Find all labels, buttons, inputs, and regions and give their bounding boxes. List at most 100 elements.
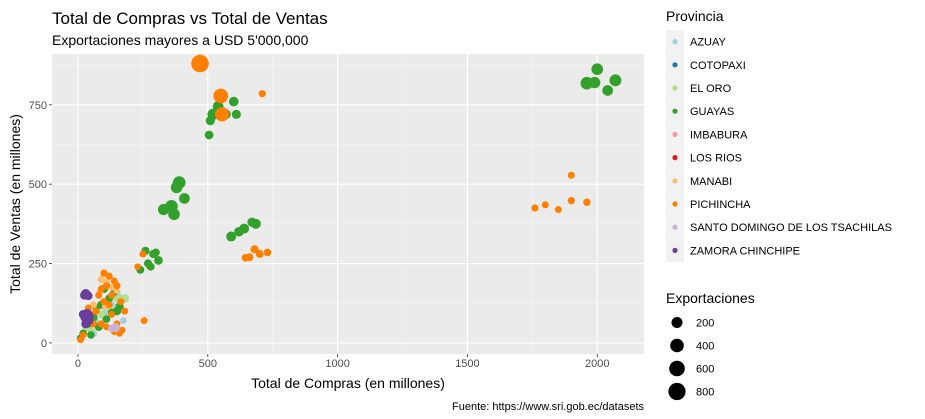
data-point [108, 291, 116, 299]
y-tick-label: 500 [29, 179, 47, 191]
data-point [100, 269, 108, 277]
data-point [179, 193, 190, 204]
data-point [105, 301, 113, 309]
chart-subtitle: Exportaciones mayores a USD 5'000,000 [52, 32, 309, 48]
data-point [120, 317, 127, 325]
x-tick-label: 0 [75, 358, 81, 370]
data-point [609, 74, 622, 87]
data-point [85, 311, 94, 321]
major-grid [52, 54, 644, 354]
legend-key-swatch [672, 201, 678, 207]
data-point [78, 309, 88, 319]
size-legend-key [670, 338, 684, 353]
legend-key-swatch [672, 62, 678, 68]
x-tick-label: 1000 [325, 358, 349, 370]
data-point [589, 76, 601, 89]
legend-key-swatch [672, 85, 678, 91]
data-point [84, 291, 93, 301]
y-axis-title: Total de Ventas (en millones) [7, 114, 23, 294]
data-point [97, 320, 105, 328]
x-tick-label: 1500 [455, 358, 479, 370]
legend-key-swatch [672, 178, 678, 184]
color-legend: AZUAY COTOPAXI EL ORO GUAYAS IMBABURA LOS RIO… [666, 30, 892, 262]
x-axis-title: Total de Compras (en millones) [251, 375, 445, 391]
y-tick-label: 250 [29, 259, 47, 271]
y-tick-label: 0 [41, 338, 47, 350]
data-point [157, 203, 170, 216]
legend-key-swatch [672, 108, 678, 114]
size-legend-key [671, 316, 683, 329]
data-point [102, 315, 111, 323]
legend-label: SANTO DOMINGO DE LOS TSACHILAS [690, 222, 892, 234]
data-points [76, 54, 622, 344]
size-legend-title: Exportaciones [666, 290, 755, 306]
data-point [92, 307, 100, 315]
data-point [250, 245, 259, 254]
data-point [215, 107, 230, 122]
y-tick-label: 750 [29, 100, 47, 112]
data-point [113, 282, 121, 290]
data-point [531, 204, 539, 212]
data-point [107, 324, 116, 333]
data-point [154, 255, 163, 265]
legend-key-swatch [672, 224, 678, 230]
legend-label: IMBABURA [690, 129, 748, 141]
legend-label: GUAYAS [690, 106, 734, 118]
data-point [100, 298, 108, 306]
plot-panel [52, 54, 644, 354]
legend-label: LOS RIOS [690, 153, 742, 165]
data-point [95, 291, 103, 299]
data-point [108, 310, 116, 318]
data-point [139, 250, 147, 258]
legend-label: COTOPAXI [690, 60, 746, 72]
data-point [170, 181, 183, 194]
data-point [204, 130, 214, 140]
data-point [146, 262, 155, 271]
y-axis-ticks: 0 250 500 750 [29, 100, 52, 350]
legend-key-swatch [672, 247, 678, 253]
data-point [591, 63, 604, 76]
data-point [97, 285, 105, 293]
data-point [567, 197, 575, 205]
size-legend-key [668, 382, 686, 401]
size-legend-label: 200 [696, 318, 714, 330]
size-legend-label: 600 [696, 364, 714, 376]
data-point [541, 201, 549, 209]
color-legend-title: Provincia [666, 8, 724, 24]
data-point [231, 109, 241, 119]
data-point [263, 248, 272, 257]
data-point [247, 217, 257, 227]
data-point [567, 171, 575, 179]
data-point [602, 85, 614, 96]
data-point [554, 206, 562, 214]
x-axis-ticks: 0 500 1000 1500 2000 [75, 354, 610, 370]
x-tick-label: 500 [199, 358, 217, 370]
source-caption: Fuente: https://www.sri.gob.ec/datasets [452, 401, 644, 413]
legend-key-swatch [672, 155, 678, 161]
data-point [77, 336, 84, 344]
data-point [103, 282, 111, 290]
data-point [255, 250, 264, 258]
legend-label: PICHINCHA [690, 199, 751, 211]
data-point [87, 331, 95, 339]
data-point [97, 275, 105, 284]
minor-grid [52, 54, 644, 354]
data-point [134, 263, 142, 271]
data-point [90, 301, 98, 309]
data-point [258, 90, 266, 98]
data-point [121, 307, 129, 315]
legend-key-swatch [672, 39, 678, 45]
x-tick-label: 2000 [585, 358, 609, 370]
size-legend-label: 400 [696, 341, 714, 353]
size-legend: 200 400 600 800 [668, 316, 714, 401]
chart-title: Total de Compras vs Total de Ventas [52, 9, 328, 28]
data-point [191, 54, 209, 73]
legend-label: EL ORO [690, 83, 732, 95]
data-point [140, 317, 148, 325]
data-point [226, 231, 237, 242]
data-point [583, 198, 591, 206]
data-point [105, 272, 113, 280]
legend-key-swatch [672, 131, 678, 137]
data-point [116, 329, 123, 337]
